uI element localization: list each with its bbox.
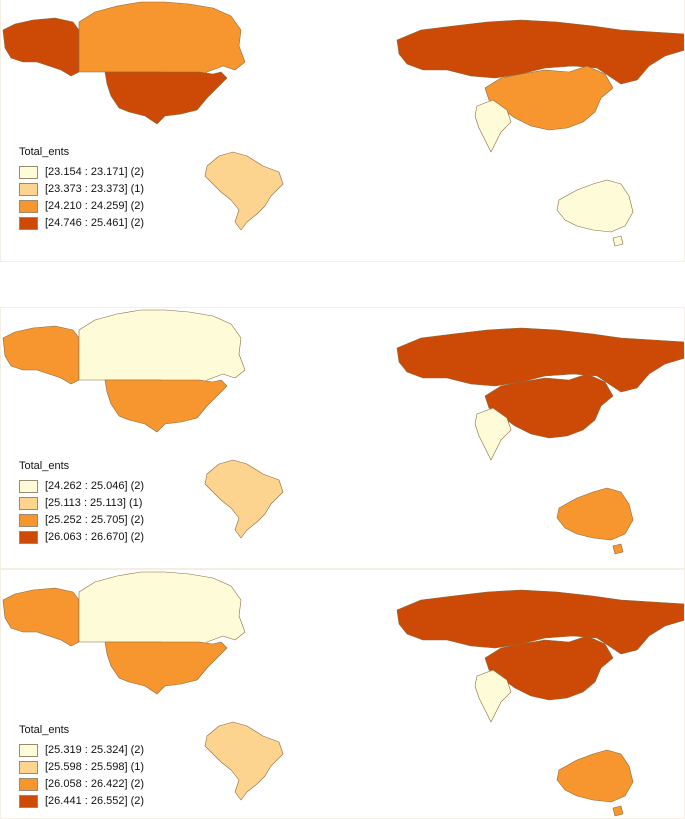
country-usa [104, 379, 228, 433]
legend-entry: [25.113 : 25.113] (1) [19, 495, 144, 512]
country-russia [396, 327, 684, 393]
legend-label: [26.441 : 26.552] (2) [45, 795, 145, 807]
legend-entry: [24.746 : 25.461] (2) [19, 215, 144, 232]
country-china [484, 65, 614, 131]
choropleth-map-3: Total_ents [25.319 : 25.324] (2) [25.598… [0, 569, 685, 819]
country-india [474, 669, 512, 723]
legend-entry: [23.373 : 23.373] (1) [19, 181, 144, 198]
legend-label: [26.063 : 26.670] (2) [45, 531, 145, 543]
country-brazil [204, 459, 284, 539]
legend-entry: [24.262 : 25.046] (2) [19, 478, 144, 495]
country-canada [78, 571, 246, 653]
legend-swatch [19, 480, 38, 493]
legend-label: [25.113 : 25.113] (1) [45, 497, 143, 509]
legend-swatch [19, 217, 38, 230]
legend-entry: [25.598 : 25.598] (1) [19, 759, 144, 776]
map-legend: Total_ents [25.319 : 25.324] (2) [25.598… [19, 725, 144, 810]
country-canada [78, 1, 246, 83]
country-usa [104, 71, 228, 125]
country-australia [556, 749, 634, 803]
legend-entry: [26.441 : 26.552] (2) [19, 793, 144, 810]
country-russia [396, 19, 684, 85]
legend-label: [26.058 : 26.422] (2) [45, 778, 145, 790]
country-tasmania [612, 805, 624, 817]
legend-label: [24.262 : 25.046] (2) [45, 480, 145, 492]
country-australia [556, 487, 634, 541]
legend-label: [25.252 : 25.705] (2) [45, 514, 145, 526]
country-alaska [2, 587, 80, 647]
map-canvas [2, 571, 684, 817]
country-brazil [204, 151, 284, 231]
legend-swatch [19, 531, 38, 544]
legend-swatch [19, 200, 38, 213]
country-tasmania [612, 543, 624, 555]
legend-swatch [19, 497, 38, 510]
country-canada [78, 309, 246, 391]
map-canvas [2, 1, 684, 247]
legend-label: [25.598 : 25.598] (1) [45, 761, 145, 773]
legend-swatch [19, 514, 38, 527]
legend-label: [24.210 : 24.259] (2) [45, 200, 145, 212]
legend-entry: [23.154 : 23.171] (2) [19, 164, 144, 181]
legend-title: Total_ents [19, 460, 70, 472]
legend-entry: [25.252 : 25.705] (2) [19, 512, 144, 529]
country-australia [556, 179, 634, 233]
legend-swatch [19, 778, 38, 791]
legend-label: [23.154 : 23.171] (2) [45, 166, 145, 178]
country-alaska [2, 17, 80, 77]
choropleth-map-1: Total_ents [23.154 : 23.171] (2) [23.373… [0, 0, 685, 262]
legend-swatch [19, 166, 38, 179]
legend-entry: [25.319 : 25.324] (2) [19, 742, 144, 759]
choropleth-map-2: Total_ents [24.262 : 25.046] (2) [25.113… [0, 307, 685, 569]
legend-entry: [26.058 : 26.422] (2) [19, 776, 144, 793]
map-legend: Total_ents [23.154 : 23.171] (2) [23.373… [19, 147, 144, 232]
country-alaska [2, 325, 80, 385]
legend-entry: [24.210 : 24.259] (2) [19, 198, 144, 215]
country-tasmania [612, 235, 624, 247]
map-canvas [2, 309, 684, 555]
country-usa [104, 641, 228, 695]
legend-swatch [19, 761, 38, 774]
country-india [474, 407, 512, 461]
legend-entry: [26.063 : 26.670] (2) [19, 529, 144, 546]
country-china [484, 373, 614, 439]
legend-swatch [19, 183, 38, 196]
legend-title: Total_ents [19, 724, 70, 736]
legend-label: [25.319 : 25.324] (2) [45, 744, 145, 756]
legend-label: [24.746 : 25.461] (2) [45, 217, 145, 229]
legend-swatch [19, 744, 38, 757]
country-russia [396, 589, 684, 655]
country-india [474, 99, 512, 153]
legend-swatch [19, 795, 38, 808]
legend-title: Total_ents [19, 146, 70, 158]
country-brazil [204, 721, 284, 801]
map-legend: Total_ents [24.262 : 25.046] (2) [25.113… [19, 461, 144, 546]
legend-label: [23.373 : 23.373] (1) [45, 183, 145, 195]
country-china [484, 635, 614, 701]
